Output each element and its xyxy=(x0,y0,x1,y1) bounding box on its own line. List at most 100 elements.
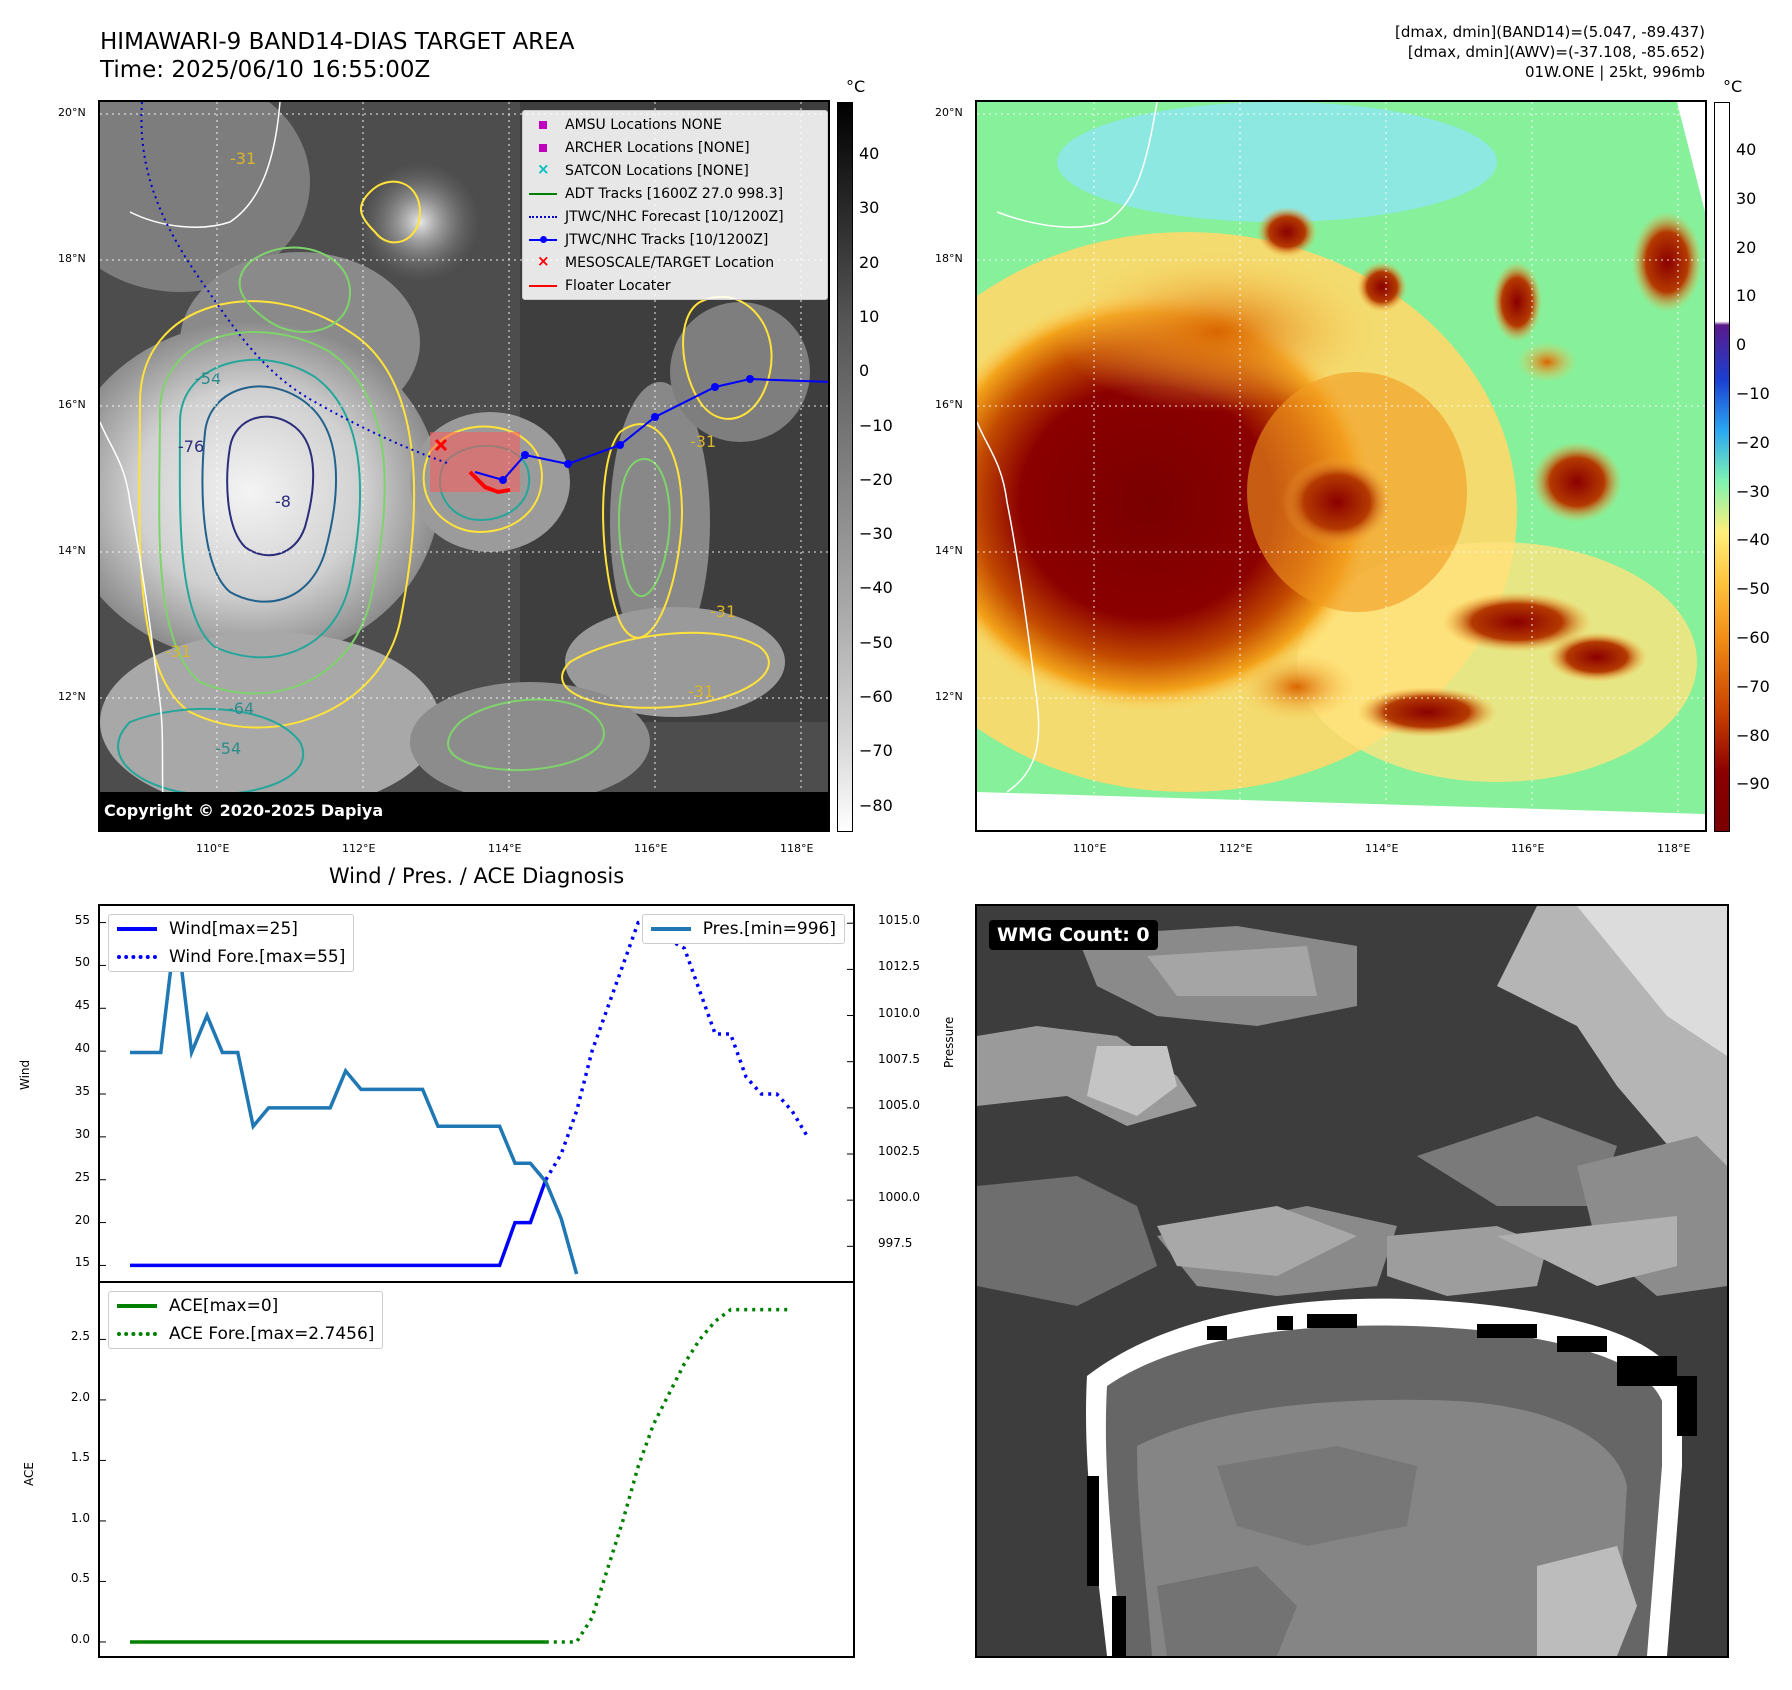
axis-tick-label: 1007.5 xyxy=(878,1051,920,1066)
legend-label: Wind Fore.[max=55] xyxy=(169,947,346,967)
legend-label: Floater Locater xyxy=(565,277,671,294)
pressure-axis-label: Pressure xyxy=(942,1016,956,1068)
colorbar-tick-label: −40 xyxy=(859,578,893,598)
legend-label: ACE[max=0] xyxy=(169,1296,279,1316)
contour-label: -31 xyxy=(688,682,714,701)
axis-tick-label: 1000.0 xyxy=(878,1190,920,1205)
band14-range-text: [dmax, dmin](BAND14)=(5.047, -89.437) xyxy=(1394,23,1705,41)
lat-label: 16°N xyxy=(935,398,963,411)
legend-label: ACE Fore.[max=2.7456] xyxy=(169,1324,375,1344)
axis-tick-label: 0.0 xyxy=(70,1631,90,1646)
legend-label: ARCHER Locations [NONE] xyxy=(565,139,750,156)
satcon-legend-icon: × xyxy=(537,159,550,178)
axis-tick-label: 35 xyxy=(74,1084,90,1098)
colorbar-tick-label: 0 xyxy=(859,361,870,381)
lat-label: 20°N xyxy=(935,106,963,119)
figure-timestamp: Time: 2025/06/10 16:55:00Z xyxy=(100,57,431,83)
axis-tick-label: 1012.5 xyxy=(878,959,920,974)
axis-tick-label: 997.5 xyxy=(878,1236,913,1251)
lat-label: 12°N xyxy=(58,690,86,703)
colorbar-tick-label: −40 xyxy=(1736,530,1770,550)
series-line xyxy=(130,923,579,1275)
axis-tick-label: 1010.0 xyxy=(878,1005,920,1020)
jtwc-track xyxy=(474,375,828,484)
colorbar-tick-label: 30 xyxy=(859,198,880,218)
lon-label: 114°E xyxy=(1365,842,1399,855)
copyright-banner: Copyright © 2020-2025 Dapiya xyxy=(100,792,828,830)
axis-tick-label: 45 xyxy=(74,998,90,1013)
axis-tick-label: 30 xyxy=(74,1126,90,1141)
colorbar-tick-label: 40 xyxy=(1736,140,1757,159)
ace-fore-legend-icon xyxy=(117,1332,157,1336)
legend-label: ADT Tracks [1600Z 27.0 998.3] xyxy=(565,185,784,202)
colorbar-tick-label: 20 xyxy=(859,252,880,272)
storm-info-text: 01W.ONE | 25kt, 996mb xyxy=(1524,63,1705,81)
legend-label: Wind[max=25] xyxy=(169,919,298,939)
colorbar-tick-label: −80 xyxy=(1736,725,1770,745)
contour-label: -8 xyxy=(275,492,291,511)
wmg-count-badge: WMG Count: 0 xyxy=(989,920,1158,950)
axis-tick-label: 20 xyxy=(74,1212,90,1227)
colorbar-tick-label: 10 xyxy=(1736,286,1757,306)
legend-label: SATCON Locations [NONE] xyxy=(565,162,749,179)
lat-label: 16°N xyxy=(58,398,86,411)
colorbar-tick-label: −90 xyxy=(1736,774,1770,794)
colorbar-tick-label: −20 xyxy=(1736,432,1770,452)
colorbar-tick-label: −30 xyxy=(859,524,893,544)
floater-legend-icon xyxy=(529,278,557,294)
colorbar-tick-label: −30 xyxy=(1736,481,1770,501)
legend-label: JTWC/NHC Forecast [10/1200Z] xyxy=(565,208,784,225)
target-marker xyxy=(434,438,448,452)
colorbar-unit: °C xyxy=(1723,77,1743,96)
lon-label: 112°E xyxy=(1219,842,1253,855)
colorbar-tick-label: −70 xyxy=(1736,676,1770,696)
contour-label: -31 xyxy=(710,602,736,621)
ace-axis-label: ACE xyxy=(22,1462,36,1486)
adt-legend-icon xyxy=(529,186,557,202)
contour-label: -31 xyxy=(165,642,191,661)
archer-legend-icon xyxy=(529,140,557,156)
lon-label: 116°E xyxy=(1511,842,1545,855)
lon-label: 110°E xyxy=(1073,842,1107,855)
ir-colorbar xyxy=(837,102,853,832)
contour-label: -31 xyxy=(230,149,256,168)
wmg-image xyxy=(977,906,1727,1656)
pressure-legend: Pres.[min=996] xyxy=(641,914,845,944)
legend-label: MESOSCALE/TARGET Location xyxy=(565,254,775,271)
lon-label: 110°E xyxy=(196,842,230,855)
ace-legend: ACE[max=0] ACE Fore.[max=2.7456] xyxy=(108,1291,384,1349)
colorbar-tick-label: −60 xyxy=(859,687,893,706)
wmg-panel: WMG Count: 0 xyxy=(975,904,1729,1658)
awv-map-image xyxy=(977,102,1705,830)
colorbar-tick-label: −60 xyxy=(1736,628,1770,647)
lat-label: 18°N xyxy=(935,252,963,265)
colorbar-tick-label: −80 xyxy=(859,795,893,815)
ace-legend-icon xyxy=(117,1304,157,1308)
diagnosis-title: Wind / Pres. / ACE Diagnosis xyxy=(328,864,625,888)
ir-map-panel: -31 -54 -76 -8 -31 -64 -54 -31 -31 -31 xyxy=(98,100,830,832)
pressure-legend-icon xyxy=(650,927,691,931)
legend-label: JTWC/NHC Tracks [10/1200Z] xyxy=(565,231,769,248)
legend-label: Pres.[min=996] xyxy=(702,919,836,939)
awv-range-text: [dmax, dmin](AWV)=(-37.108, -85.652) xyxy=(1407,43,1705,61)
contour-label: -76 xyxy=(178,437,204,456)
colorbar-tick-label: 20 xyxy=(1736,237,1757,257)
lon-label: 118°E xyxy=(780,842,814,855)
axis-tick-label: 55 xyxy=(74,912,90,927)
amsu-legend-icon xyxy=(529,117,557,133)
lat-label: 14°N xyxy=(935,544,963,557)
wind-axis-label: Wind xyxy=(18,1059,32,1090)
lon-label: 118°E xyxy=(1657,842,1691,855)
axis-tick-label: 25 xyxy=(74,1169,90,1184)
colorbar-tick-label: −70 xyxy=(859,741,893,761)
colorbar-tick-label: −10 xyxy=(1736,384,1770,403)
colorbar-unit: °C xyxy=(846,77,866,96)
awv-colorbar xyxy=(1714,102,1730,832)
lon-label: 116°E xyxy=(634,842,668,855)
lat-label: 14°N xyxy=(58,544,86,557)
axis-tick-label: 1015.0 xyxy=(878,913,920,928)
lat-label: 20°N xyxy=(58,106,86,119)
axis-tick-label: 1002.5 xyxy=(878,1144,920,1158)
axis-tick-label: 0.5 xyxy=(70,1571,90,1586)
series-line xyxy=(544,920,810,1181)
